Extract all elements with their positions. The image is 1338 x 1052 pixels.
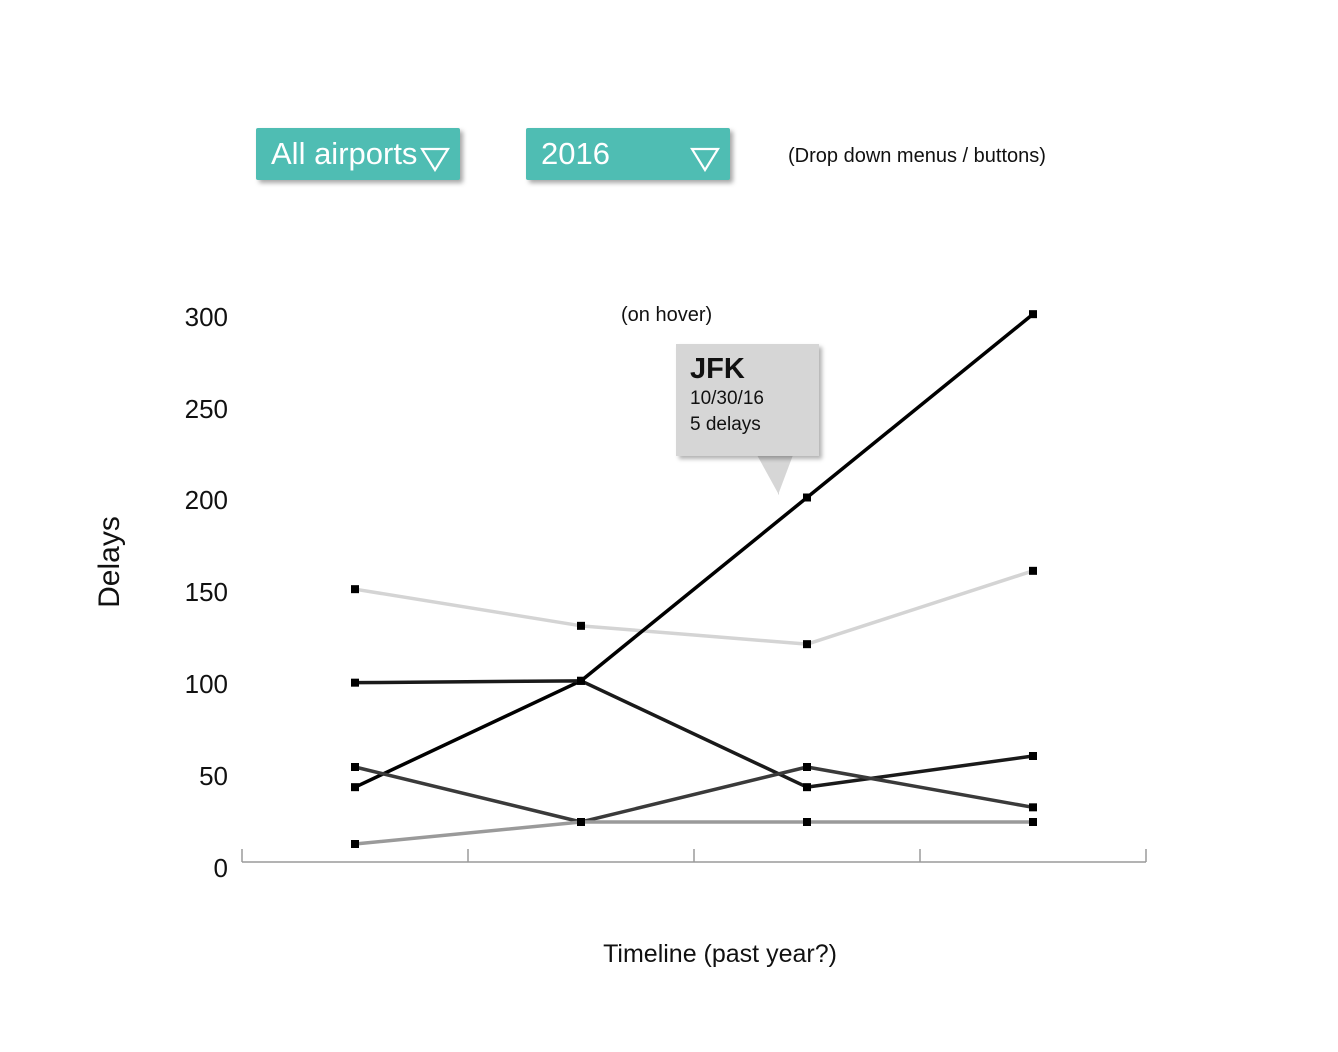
data-point[interactable] bbox=[803, 640, 811, 649]
y-tick-label: 300 bbox=[184, 302, 228, 332]
tooltip-pointer bbox=[778, 455, 793, 495]
x-axis-label: Timeline (past year?) bbox=[603, 940, 837, 968]
series-layer bbox=[351, 310, 1037, 848]
hover-tooltip: JFK 10/30/16 5 delays bbox=[676, 344, 819, 456]
data-point[interactable] bbox=[351, 585, 359, 594]
y-tick-label: 50 bbox=[199, 761, 228, 791]
y-tick-label: 150 bbox=[184, 577, 228, 607]
y-tick-label: 200 bbox=[184, 485, 228, 515]
series-line bbox=[354, 765, 1034, 824]
x-axis bbox=[241, 849, 1147, 863]
dropdown-annotation: (Drop down menus / buttons) bbox=[788, 145, 1046, 167]
data-point[interactable] bbox=[351, 783, 359, 792]
series-group bbox=[351, 676, 1037, 792]
data-point[interactable] bbox=[1029, 818, 1037, 826]
y-tick-label: 250 bbox=[184, 394, 228, 424]
data-point[interactable] bbox=[1029, 566, 1037, 575]
data-point[interactable] bbox=[803, 493, 811, 502]
series-line bbox=[354, 820, 1033, 846]
data-point[interactable] bbox=[803, 783, 811, 792]
data-point[interactable] bbox=[577, 818, 585, 826]
series-line bbox=[354, 569, 1034, 646]
tooltip-pointer bbox=[757, 455, 779, 495]
hover-annotation: (on hover) bbox=[621, 304, 713, 326]
series-group bbox=[351, 763, 1037, 826]
data-point[interactable] bbox=[1029, 803, 1037, 812]
tooltip-value: 5 delays bbox=[690, 414, 761, 435]
airport-dropdown[interactable]: All airports bbox=[256, 128, 460, 180]
data-point[interactable] bbox=[1029, 752, 1037, 760]
year-dropdown[interactable]: 2016 bbox=[526, 128, 730, 180]
data-point[interactable] bbox=[351, 678, 359, 687]
series-group bbox=[351, 566, 1037, 649]
tooltip-airport: JFK bbox=[690, 353, 745, 385]
data-point[interactable] bbox=[577, 621, 585, 630]
data-point[interactable] bbox=[577, 676, 585, 685]
chevron-down-icon bbox=[420, 147, 450, 172]
y-tick-label: 0 bbox=[213, 853, 228, 883]
data-point[interactable] bbox=[351, 763, 359, 771]
year-dropdown-label: 2016 bbox=[541, 136, 610, 171]
data-point[interactable] bbox=[803, 763, 811, 771]
chevron-down-icon bbox=[690, 147, 720, 172]
tooltip-date: 10/30/16 bbox=[690, 388, 764, 409]
data-point[interactable] bbox=[1029, 310, 1037, 319]
series-group bbox=[351, 818, 1037, 848]
series-line bbox=[354, 679, 1034, 789]
series-line bbox=[354, 312, 1035, 789]
y-tick-label: 100 bbox=[184, 669, 228, 699]
data-point[interactable] bbox=[351, 840, 359, 848]
airport-dropdown-label: All airports bbox=[271, 136, 418, 171]
data-point[interactable] bbox=[803, 818, 811, 826]
